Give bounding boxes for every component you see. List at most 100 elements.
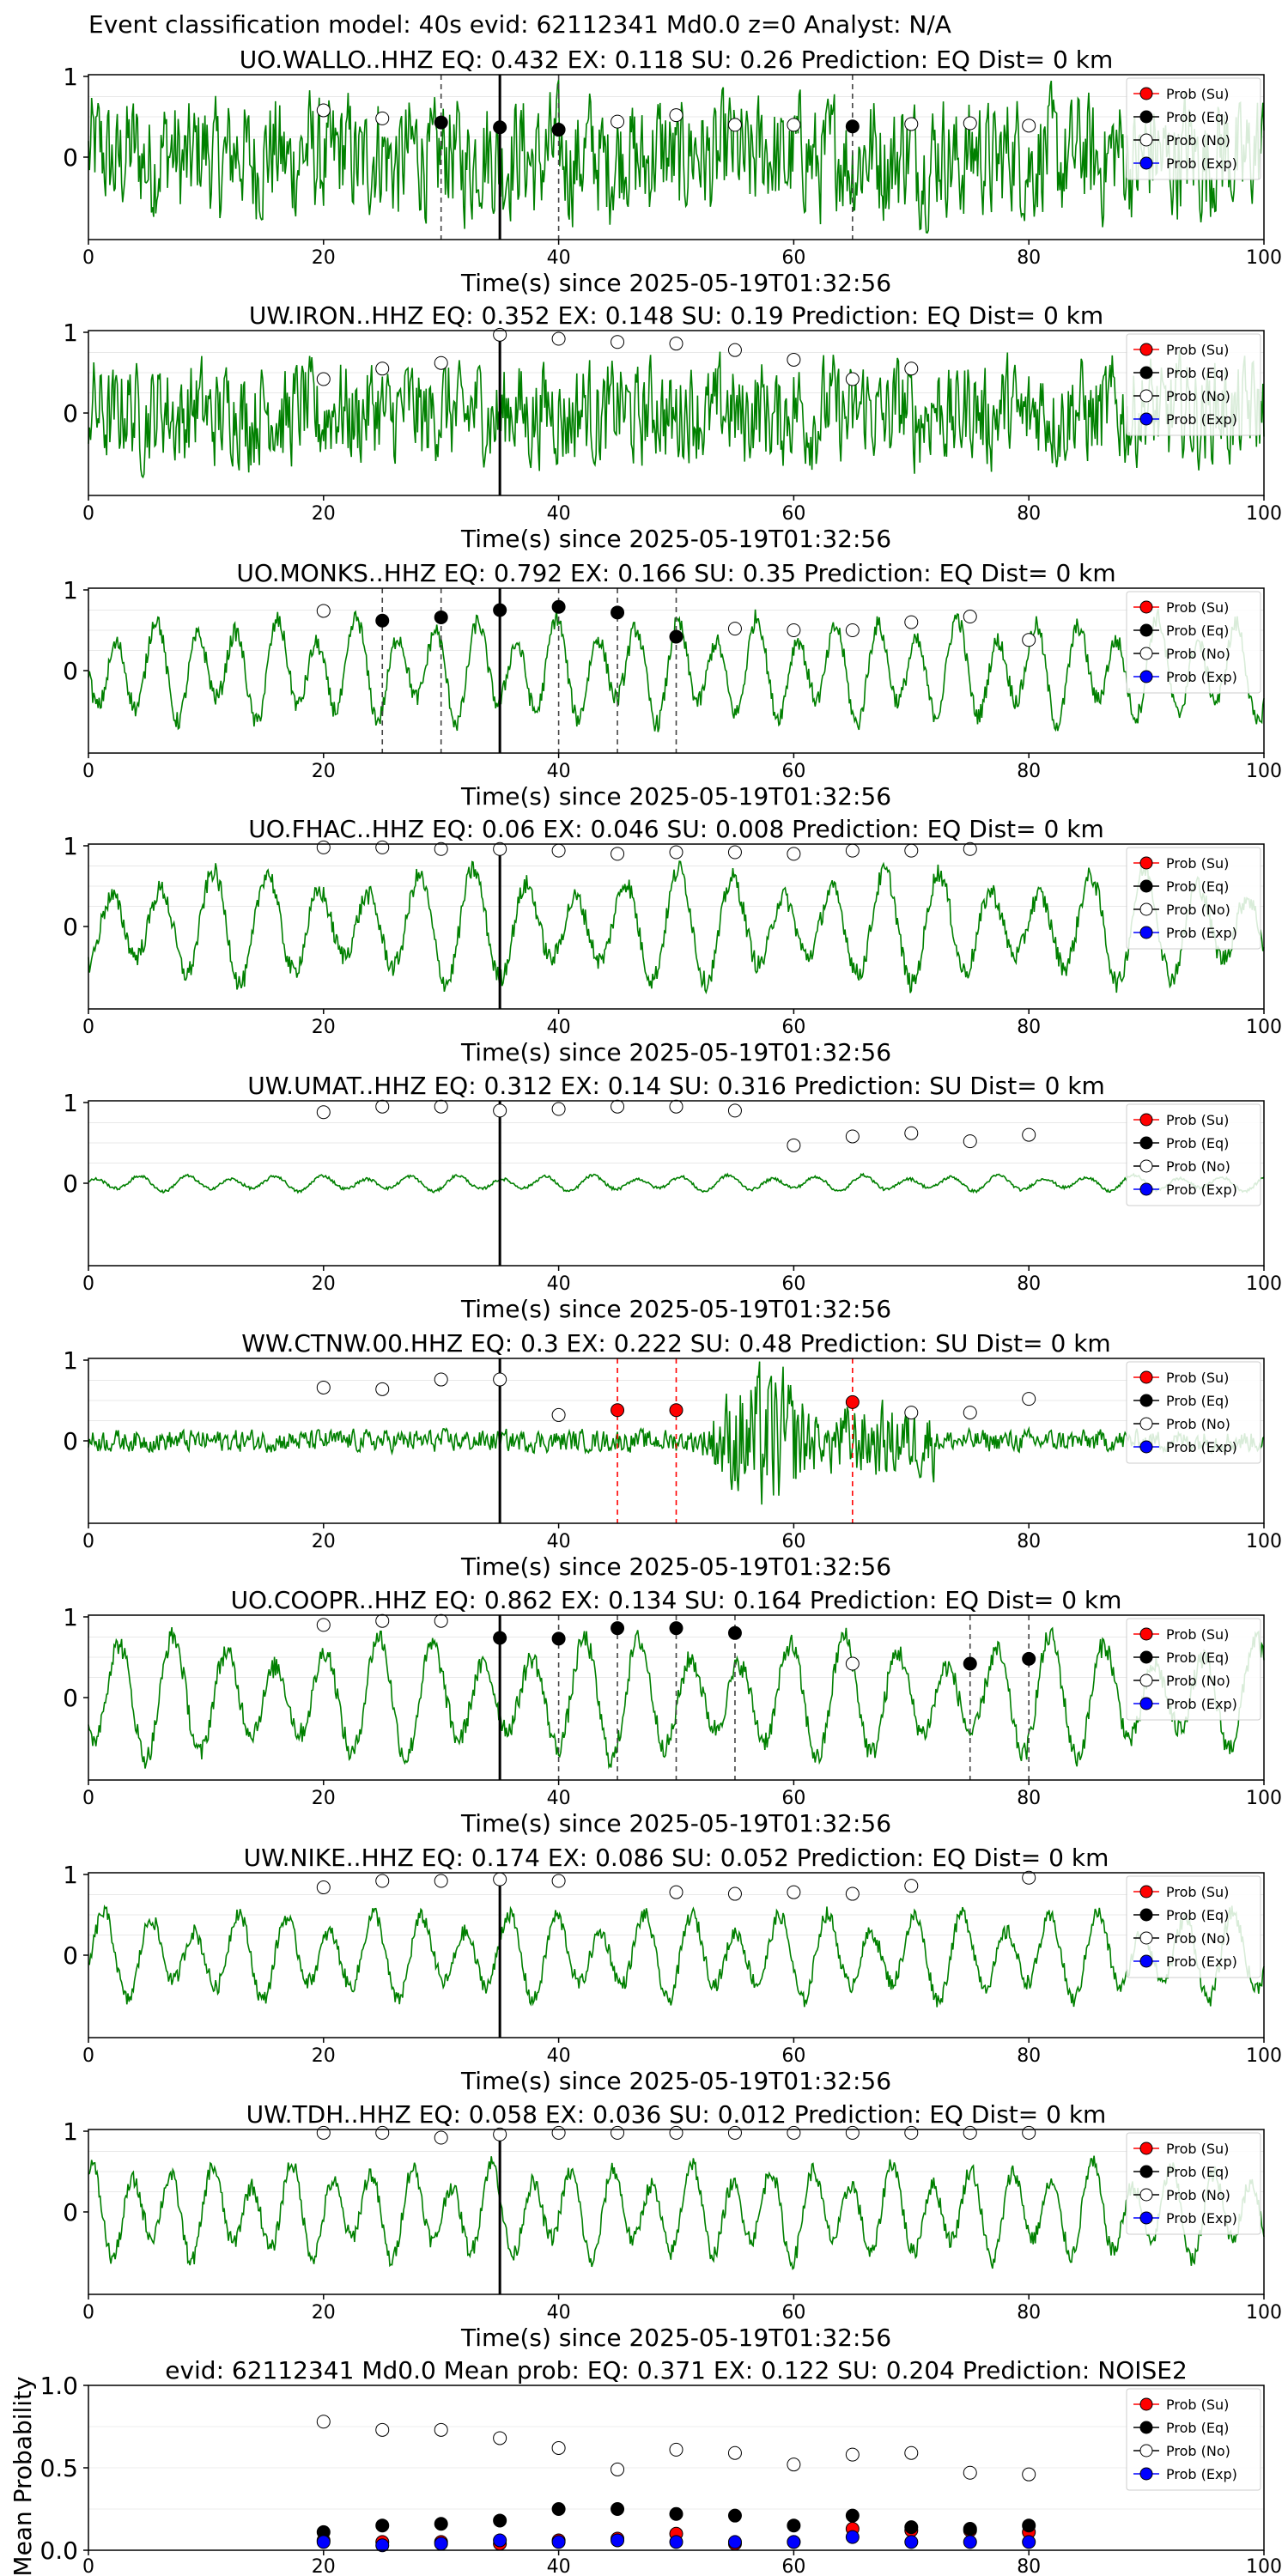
legend-no-label-4: Prob (No)	[1166, 902, 1230, 918]
prob-point-8-8	[845, 1886, 860, 1901]
prob-point-4-1	[375, 840, 390, 854]
legend-eq-label-7: Prob (Eq)	[1166, 1649, 1229, 1666]
axes-frame-4	[88, 843, 1265, 1010]
prob-point-4-10	[904, 843, 919, 858]
legend-exp-marker-6	[1139, 1440, 1153, 1454]
legend-exp-marker-8	[1139, 1954, 1153, 1968]
legend-2	[1126, 333, 1261, 436]
x-tick-label-9-1: 20	[312, 2302, 336, 2324]
mean-point-eq-8	[787, 2518, 801, 2533]
legend-exp-label-8: Prob (Exp)	[1166, 1953, 1237, 1970]
legend-exp-marker-9	[1139, 2211, 1153, 2225]
panel-title-6: WW.CTNW.00.HHZ EQ: 0.3 EX: 0.222 SU: 0.4…	[241, 1329, 1110, 1358]
y-tick-label-6-1: 0	[63, 1427, 78, 1455]
prob-point-1-3	[493, 120, 507, 135]
x-tick-label-1-2: 40	[547, 247, 571, 269]
mean-point-exp-11	[963, 2535, 977, 2549]
prob-point-8-4	[551, 1874, 566, 1888]
legend-9	[1126, 2132, 1261, 2235]
x-tick-label-8-5: 100	[1246, 2045, 1282, 2067]
prob-point-1-2	[434, 115, 448, 130]
x-axis-label-8: Time(s) since 2025-05-19T01:32:56	[460, 2067, 891, 2095]
mean-point-eq-3	[493, 2513, 507, 2528]
waveform-trace-4	[88, 860, 1265, 995]
x-tick-label-1-5: 100	[1246, 247, 1282, 269]
mean-point-exp-10	[904, 2535, 919, 2549]
prob-point-9-7	[727, 2125, 742, 2140]
x-tick-label-6-2: 40	[547, 1531, 571, 1552]
prob-point-2-7	[727, 343, 742, 357]
mean-point-eq-10	[904, 2520, 919, 2535]
prob-point-5-0	[316, 1105, 331, 1120]
prob-point-7-6	[669, 1621, 683, 1636]
x-tick-label-9-2: 40	[547, 2302, 571, 2324]
legend-no-label-10: Prob (No)	[1166, 2443, 1230, 2459]
x-tick-label-5-3: 60	[781, 1273, 805, 1295]
prob-point-2-2	[434, 355, 448, 370]
prob-point-9-6	[669, 2125, 683, 2140]
x-tick-label-2-5: 100	[1246, 503, 1282, 525]
x-tick-label-2-3: 60	[781, 503, 805, 525]
waveform-trace-2	[88, 350, 1265, 479]
x-tick-label-3-4: 80	[1017, 761, 1041, 782]
legend-eq-marker-4	[1139, 879, 1153, 893]
x-tick-label-4-5: 100	[1246, 1017, 1282, 1038]
legend-exp-label-1: Prob (Exp)	[1166, 155, 1237, 172]
waveform-trace-5	[88, 1172, 1265, 1194]
x-tick-label-2-1: 20	[312, 503, 336, 525]
legend-6	[1126, 1361, 1261, 1464]
mean-point-exp-8	[787, 2535, 801, 2549]
prob-point-4-9	[845, 843, 860, 858]
legend-no-label-9: Prob (No)	[1166, 2187, 1230, 2203]
prob-point-9-12	[1022, 2125, 1036, 2140]
x-tick-label-6-3: 60	[781, 1531, 805, 1552]
legend-eq-marker-6	[1139, 1394, 1153, 1407]
x-tick-label-3-0: 0	[82, 761, 94, 782]
x-tick-label-5-1: 20	[312, 1273, 336, 1295]
x-axis-label-6: Time(s) since 2025-05-19T01:32:56	[460, 1552, 891, 1581]
mean-point-no-1	[375, 2422, 390, 2437]
x-tick-label-4-0: 0	[82, 1017, 94, 1038]
prob-point-4-5	[611, 847, 625, 861]
prob-point-2-5	[611, 335, 625, 349]
legend-eq-marker-10	[1139, 2421, 1153, 2434]
y-tick-label-8-0: 1	[63, 1861, 78, 1889]
legend-exp-marker-1	[1139, 156, 1153, 170]
axes-frame-8	[88, 1872, 1265, 2038]
axes-frame-6	[88, 1358, 1265, 1524]
legend-exp-marker-3	[1139, 670, 1153, 683]
panel-1: UO.WALLO..HHZ EQ: 0.432 EX: 0.118 SU: 0.…	[63, 46, 1282, 297]
prob-point-3-8	[787, 623, 801, 637]
mean-point-exp-3	[493, 2533, 507, 2548]
mean-point-exp-0	[316, 2535, 331, 2549]
legend-7	[1126, 1618, 1261, 1721]
axes-frame-5	[88, 1100, 1265, 1267]
mean-point-exp-12	[1022, 2535, 1036, 2549]
x-tick-label-mean-5: 100	[1246, 2556, 1282, 2576]
prob-point-1-1	[375, 111, 390, 125]
prob-point-1-0	[316, 103, 331, 118]
legend-su-label-10: Prob (Su)	[1166, 2397, 1229, 2413]
x-tick-label-mean-1: 20	[312, 2556, 336, 2576]
prob-point-8-3	[493, 1872, 507, 1886]
prob-point-9-11	[963, 2125, 977, 2140]
x-tick-label-5-4: 80	[1017, 1273, 1041, 1295]
y-tick-label-3-1: 0	[63, 657, 78, 685]
x-tick-label-8-1: 20	[312, 2045, 336, 2067]
mean-point-eq-6	[669, 2506, 683, 2521]
mean-point-no-2	[434, 2422, 448, 2437]
legend-no-marker-1	[1139, 133, 1153, 147]
panel-title-10: evid: 62112341 Md0.0 Mean prob: EQ: 0.37…	[165, 2356, 1188, 2385]
legend-eq-marker-5	[1139, 1136, 1153, 1150]
mean-point-eq-1	[375, 2518, 390, 2533]
legend-no-label-1: Prob (No)	[1166, 132, 1230, 149]
prob-point-8-6	[727, 1886, 742, 1901]
legend-su-marker-2	[1139, 343, 1153, 356]
x-tick-label-1-1: 20	[312, 247, 336, 269]
prob-point-9-3	[493, 2127, 507, 2142]
legend-su-marker-6	[1139, 1370, 1153, 1384]
legend-eq-label-6: Prob (Eq)	[1166, 1393, 1229, 1409]
prob-point-2-8	[787, 352, 801, 367]
y-tick-label-3-0: 1	[63, 576, 78, 605]
plot-area-4	[88, 844, 1264, 1009]
